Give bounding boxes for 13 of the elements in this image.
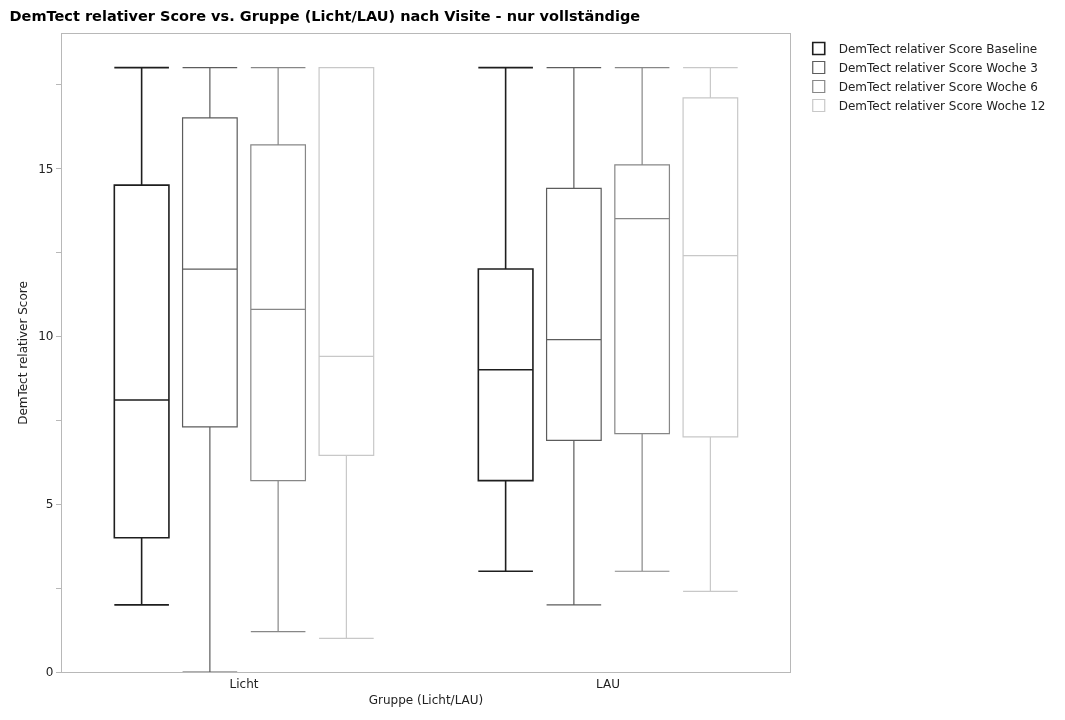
legend-label: DemTect relativer Score Woche 12 <box>838 99 1046 114</box>
y-axis-title: DemTect relativer Score <box>15 281 30 425</box>
x-tick-label: Licht <box>229 676 259 691</box>
x-axis-title: Gruppe (Licht/LAU) <box>368 693 484 708</box>
chart-title: DemTect relativer Score vs. Gruppe (Licht/LAU) nach Visite - nur vollständige <box>9 7 641 24</box>
y-tick-label: 15 <box>38 161 54 176</box>
x-tick-label: LAU <box>596 676 620 691</box>
y-tick-label: 10 <box>38 329 54 344</box>
legend-label: DemTect relativer Score Woche 6 <box>838 80 1038 95</box>
legend-label: DemTect relativer Score Baseline <box>838 42 1038 57</box>
y-tick-label: 0 <box>45 665 54 680</box>
legend-label: DemTect relativer Score Woche 3 <box>838 61 1038 76</box>
y-tick-label: 5 <box>45 497 54 512</box>
